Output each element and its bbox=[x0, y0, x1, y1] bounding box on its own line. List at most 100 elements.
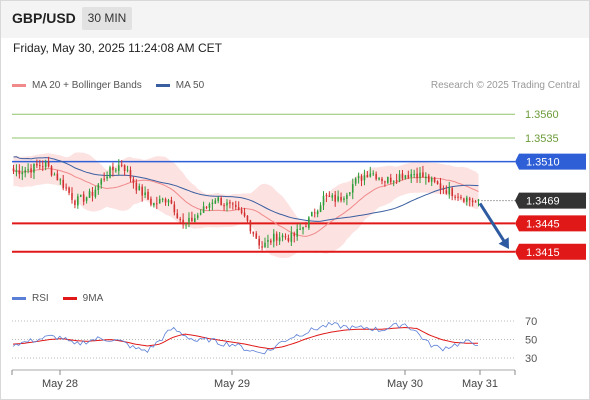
candle-body bbox=[115, 170, 117, 172]
candle-body bbox=[278, 237, 281, 242]
candle-body bbox=[156, 203, 158, 205]
candle-body bbox=[199, 213, 202, 215]
candle-body bbox=[410, 173, 413, 178]
candle-body bbox=[457, 196, 459, 198]
candle-body bbox=[138, 186, 141, 191]
candle-body bbox=[179, 218, 181, 221]
candle-body bbox=[246, 215, 249, 221]
forecast-arrow-head bbox=[498, 237, 509, 249]
candle-body bbox=[91, 191, 94, 196]
candle-body bbox=[194, 218, 196, 222]
candle-body bbox=[284, 236, 287, 238]
candle-body bbox=[220, 198, 222, 205]
rsi-tick-label: 70 bbox=[525, 316, 537, 328]
candle-body bbox=[232, 203, 234, 205]
candle-body bbox=[167, 200, 170, 203]
candle-body bbox=[331, 195, 334, 198]
candle-body bbox=[354, 178, 357, 184]
legend-label-ma50: MA 50 bbox=[175, 80, 205, 91]
candle-body bbox=[436, 181, 439, 184]
candle-body bbox=[77, 196, 79, 206]
candle-body bbox=[252, 231, 255, 234]
legend-item-9ma: 9MA bbox=[62, 293, 103, 304]
candle-body bbox=[322, 195, 325, 206]
x-tick-label: May 31 bbox=[462, 378, 498, 390]
candle-body bbox=[422, 172, 424, 178]
candle-body bbox=[112, 166, 114, 171]
forecast-arrow-shaft bbox=[478, 202, 506, 243]
candle-body bbox=[378, 178, 380, 180]
timestamp: Friday, May 30, 2025 11:24:08 AM CET bbox=[13, 41, 222, 55]
candle-body bbox=[141, 186, 143, 196]
candle-body bbox=[372, 173, 375, 175]
candle-body bbox=[296, 229, 298, 237]
rsi-legend: RSI 9MA bbox=[12, 293, 117, 304]
candle-body bbox=[188, 217, 190, 223]
candle-body bbox=[170, 200, 173, 204]
candle-body bbox=[117, 165, 120, 171]
candle-body bbox=[164, 199, 167, 203]
candle-body bbox=[281, 235, 284, 238]
x-tick-label: May 30 bbox=[387, 378, 423, 390]
candle-body bbox=[404, 175, 407, 179]
timeframe-button[interactable]: 30 MIN bbox=[82, 7, 132, 30]
candle-body bbox=[39, 165, 41, 167]
rsi-tick-label: 30 bbox=[525, 353, 537, 365]
legend-item-ma50: MA 50 bbox=[155, 80, 205, 91]
level-label-1.3415-bg bbox=[515, 243, 586, 260]
candle-body bbox=[24, 170, 26, 173]
candle-body bbox=[62, 179, 65, 189]
candle-body bbox=[360, 176, 363, 181]
candle-body bbox=[103, 178, 105, 180]
candle-body bbox=[173, 204, 176, 213]
candle-body bbox=[15, 170, 18, 172]
candle-body bbox=[202, 206, 205, 213]
candle-body bbox=[41, 166, 44, 168]
candle-body bbox=[68, 187, 70, 193]
level-label-1.3445-bg bbox=[515, 215, 586, 232]
candle-body bbox=[217, 197, 220, 202]
legend-item-rsi: RSI bbox=[12, 293, 49, 304]
candle-body bbox=[56, 173, 59, 181]
candle-body bbox=[12, 168, 15, 172]
candle-body bbox=[106, 176, 108, 179]
candle-body bbox=[401, 173, 404, 179]
ma20-line bbox=[13, 167, 479, 237]
candle-body bbox=[229, 202, 231, 204]
candle-body bbox=[430, 178, 433, 182]
candle-body bbox=[466, 197, 468, 202]
candle-body bbox=[261, 246, 263, 248]
main-legend: MA 20 + Bollinger Bands MA 50 bbox=[12, 80, 218, 91]
candle-body bbox=[308, 217, 310, 229]
candle-body bbox=[349, 192, 351, 195]
candle-body bbox=[287, 238, 290, 241]
candle-body bbox=[316, 211, 319, 215]
candle-body bbox=[290, 232, 293, 242]
candle-body bbox=[30, 168, 32, 173]
candle-body bbox=[460, 197, 462, 199]
candle-body bbox=[94, 189, 97, 197]
candle-body bbox=[191, 217, 193, 222]
candle-body bbox=[313, 212, 316, 214]
candle-body bbox=[18, 170, 21, 175]
candle-body bbox=[471, 200, 474, 203]
candle-body bbox=[243, 212, 246, 217]
candle-body bbox=[369, 173, 372, 177]
candle-body bbox=[439, 183, 442, 189]
rsi-tick-label: 50 bbox=[525, 335, 537, 347]
candle-body bbox=[123, 165, 126, 172]
candle-body bbox=[407, 175, 410, 178]
candle-body bbox=[85, 197, 88, 201]
candle-body bbox=[27, 169, 29, 171]
candle-body bbox=[79, 194, 82, 197]
candle-body bbox=[214, 200, 217, 204]
candle-body bbox=[74, 200, 76, 205]
candle-body bbox=[305, 226, 307, 228]
candle-body bbox=[88, 191, 91, 198]
candle-body bbox=[272, 233, 275, 242]
rsi-9ma-line bbox=[12, 326, 478, 350]
candle-body bbox=[205, 206, 208, 208]
candle-body bbox=[413, 174, 415, 176]
last-price-label: 1.3469 bbox=[526, 196, 560, 208]
